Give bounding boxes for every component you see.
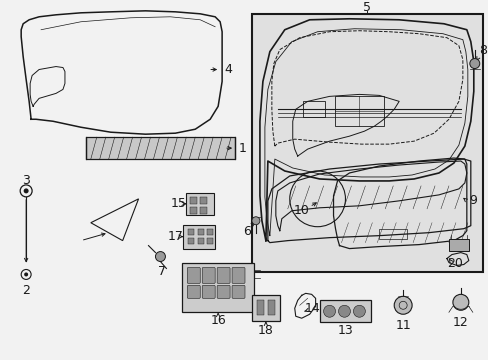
Bar xyxy=(256,300,264,315)
Circle shape xyxy=(353,305,365,317)
FancyBboxPatch shape xyxy=(232,267,244,283)
Text: 10: 10 xyxy=(293,204,309,217)
Bar xyxy=(448,239,468,251)
Bar xyxy=(334,96,384,126)
Text: 1: 1 xyxy=(239,141,246,154)
FancyBboxPatch shape xyxy=(202,267,215,283)
Bar xyxy=(182,262,253,312)
Text: 5: 5 xyxy=(363,1,370,14)
FancyBboxPatch shape xyxy=(232,285,244,298)
Circle shape xyxy=(24,273,28,276)
Text: 8: 8 xyxy=(478,44,486,57)
Circle shape xyxy=(155,252,165,261)
Bar xyxy=(200,197,207,204)
Text: 4: 4 xyxy=(224,63,231,76)
FancyBboxPatch shape xyxy=(217,285,230,298)
Bar xyxy=(207,229,213,235)
Circle shape xyxy=(393,296,411,314)
Bar xyxy=(207,238,213,244)
Circle shape xyxy=(452,294,468,310)
Text: 19: 19 xyxy=(448,242,464,255)
Text: 18: 18 xyxy=(258,324,273,337)
Text: 3: 3 xyxy=(22,175,30,188)
Bar xyxy=(188,238,194,244)
Bar xyxy=(190,197,197,204)
FancyBboxPatch shape xyxy=(187,285,200,298)
FancyBboxPatch shape xyxy=(217,267,230,283)
Bar xyxy=(183,225,215,249)
Circle shape xyxy=(338,305,350,317)
Text: 11: 11 xyxy=(394,319,410,332)
FancyBboxPatch shape xyxy=(202,285,215,298)
Bar xyxy=(379,229,407,239)
Bar xyxy=(251,295,279,321)
Bar xyxy=(198,238,204,244)
Bar xyxy=(86,137,235,159)
Bar xyxy=(188,229,194,235)
Text: 2: 2 xyxy=(22,284,30,297)
Text: 13: 13 xyxy=(337,324,353,337)
Text: 9: 9 xyxy=(468,194,476,207)
Bar xyxy=(251,14,482,273)
Circle shape xyxy=(251,217,260,225)
Text: 17: 17 xyxy=(167,230,183,243)
Text: 20: 20 xyxy=(446,257,462,270)
Text: 15: 15 xyxy=(170,197,186,210)
Text: 12: 12 xyxy=(452,316,468,329)
Bar xyxy=(186,193,214,215)
Bar xyxy=(302,102,324,117)
Bar xyxy=(190,207,197,214)
Text: 6: 6 xyxy=(243,225,250,238)
Text: 14: 14 xyxy=(304,302,320,315)
Circle shape xyxy=(323,305,335,317)
Circle shape xyxy=(23,188,29,193)
Bar xyxy=(200,207,207,214)
FancyBboxPatch shape xyxy=(187,267,200,283)
Text: 16: 16 xyxy=(210,314,225,327)
Bar xyxy=(198,229,204,235)
Bar xyxy=(319,300,370,322)
Text: 7: 7 xyxy=(158,265,166,278)
Circle shape xyxy=(469,59,479,68)
Bar xyxy=(267,300,274,315)
